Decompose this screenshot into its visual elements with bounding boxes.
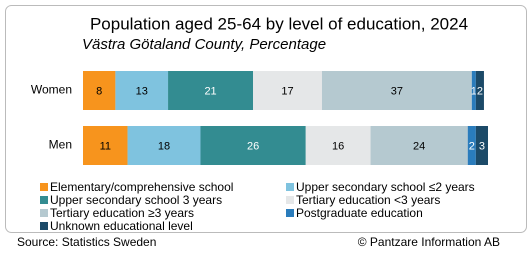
data-label: 3 <box>479 140 485 152</box>
legend-swatch <box>286 183 294 191</box>
data-label: 24 <box>413 140 425 152</box>
chart-title: Population aged 25-64 by level of educat… <box>90 14 468 33</box>
legend-swatch <box>40 209 48 217</box>
bar-segment <box>253 71 322 110</box>
legend-label: Unknown educational level <box>50 219 193 233</box>
legend-label: Elementary/comprehensive school <box>50 180 233 194</box>
bar-segment <box>115 71 169 110</box>
data-label: 8 <box>96 85 102 97</box>
data-label: 2 <box>469 140 475 152</box>
data-label: 26 <box>247 140 259 152</box>
legend-label: Upper secondary school 3 years <box>50 193 222 207</box>
legend-swatch <box>40 222 48 230</box>
data-label: 11 <box>100 140 111 152</box>
chart-subtitle: Västra Götaland County, Percentage <box>82 36 326 53</box>
legend-label: Postgraduate education <box>296 206 423 220</box>
legend-swatch <box>40 196 48 204</box>
data-label: 16 <box>332 140 344 152</box>
bar-segment <box>127 126 201 165</box>
bar-segment <box>370 126 468 165</box>
bar-segment <box>475 71 484 110</box>
data-label: 13 <box>136 85 148 97</box>
chart-frame <box>5 5 527 233</box>
bar-segment <box>467 126 476 165</box>
legend-swatch <box>286 196 294 204</box>
bar-segment <box>475 126 488 165</box>
bar-segment <box>471 71 476 110</box>
legend-swatch <box>286 209 294 217</box>
data-label: 2 <box>477 85 483 97</box>
data-label: 18 <box>158 140 170 152</box>
y-tick-label: Men <box>49 138 72 152</box>
y-tick-label: Women <box>31 83 72 97</box>
data-label: 37 <box>391 85 403 97</box>
bar-segment <box>168 71 254 110</box>
bar-segment <box>83 126 128 165</box>
credit: © Pantzare Information AB <box>358 235 500 249</box>
bar-segment <box>83 71 116 110</box>
data-label: 17 <box>281 85 293 97</box>
bar-segment <box>321 71 472 110</box>
source: Source: Statistics Sweden <box>17 235 156 249</box>
bar-segment <box>305 126 371 165</box>
legend-label: Tertiary education ≥3 years <box>50 206 194 220</box>
legend-label: Tertiary education <3 years <box>296 193 440 207</box>
data-label: 1 <box>471 85 477 97</box>
data-label: 21 <box>204 85 216 97</box>
legend-swatch <box>40 183 48 191</box>
legend-label: Upper secondary school ≤2 years <box>296 180 475 194</box>
bar-segment <box>200 126 306 165</box>
